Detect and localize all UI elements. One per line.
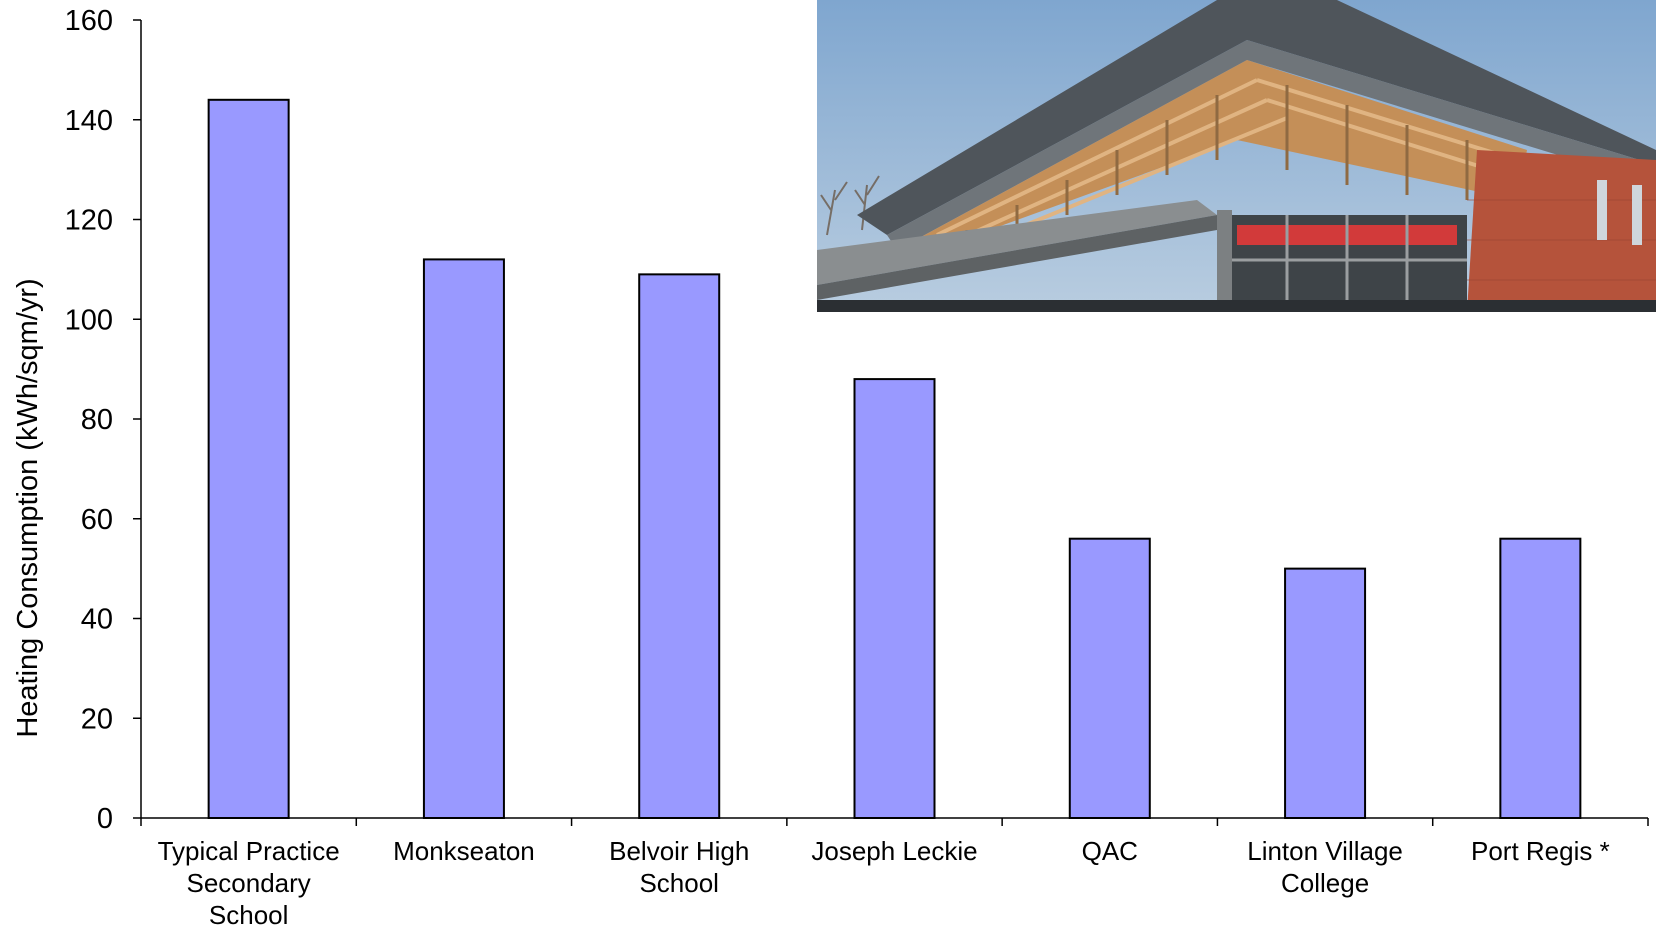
bar bbox=[1499, 537, 1582, 819]
x-category-label: College bbox=[1281, 868, 1369, 898]
y-axis-label: Heating Consumption (kWh/sqm/yr) bbox=[12, 278, 44, 737]
bar bbox=[853, 378, 936, 819]
x-category-label: Belvoir High bbox=[609, 836, 749, 866]
y-tick-label: 100 bbox=[65, 304, 113, 336]
bar bbox=[1284, 567, 1367, 819]
x-category-label: Secondary bbox=[186, 868, 310, 898]
bar bbox=[207, 98, 290, 820]
y-tick-label: 60 bbox=[81, 504, 113, 536]
y-tick-label: 160 bbox=[65, 5, 113, 37]
y-tick-label: 40 bbox=[81, 604, 113, 636]
bar bbox=[1068, 537, 1151, 819]
x-category-label: QAC bbox=[1082, 836, 1138, 866]
x-category-label: Linton Village bbox=[1247, 836, 1403, 866]
building-photo-image bbox=[817, 0, 1656, 312]
x-category-label: Port Regis * bbox=[1471, 836, 1610, 866]
bar bbox=[422, 258, 505, 819]
y-tick-label: 0 bbox=[97, 803, 113, 835]
y-tick-label: 80 bbox=[81, 404, 113, 436]
bar bbox=[638, 273, 721, 819]
y-tick-label: 140 bbox=[65, 105, 113, 137]
chart-bars bbox=[207, 98, 1582, 820]
chart-tick-labels: 0 20 40 60 80 100 120 140 160 bbox=[65, 5, 113, 835]
x-category-label: Typical Practice bbox=[158, 836, 340, 866]
chart-category-labels: Typical PracticeSecondarySchoolMonkseato… bbox=[158, 836, 1610, 928]
y-tick-label: 120 bbox=[65, 205, 113, 237]
x-category-label: School bbox=[639, 868, 719, 898]
x-category-label: School bbox=[209, 900, 289, 928]
building-photo bbox=[817, 0, 1656, 312]
y-tick-label: 20 bbox=[81, 703, 113, 735]
x-category-label: Monkseaton bbox=[393, 836, 535, 866]
x-category-label: Joseph Leckie bbox=[811, 836, 977, 866]
